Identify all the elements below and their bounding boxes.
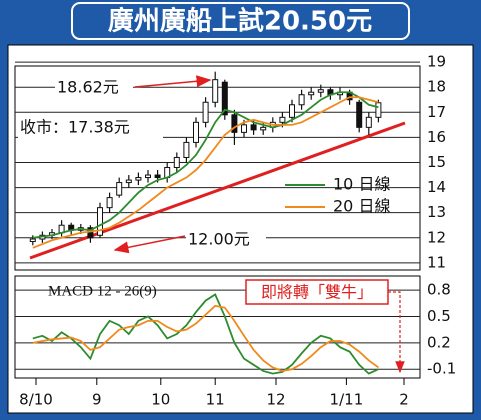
y-tick-label: 12: [427, 228, 446, 246]
y-tick-label: 13: [427, 203, 446, 221]
candle-body: [202, 101, 209, 123]
candle-body: [365, 116, 372, 128]
candle-body: [212, 79, 219, 103]
macd-title: MACD 12 - 26(9): [48, 283, 157, 299]
candle-body: [135, 177, 142, 181]
label-bg: [55, 78, 133, 98]
x-tick-label: 11: [206, 391, 225, 409]
ma-line: [32, 96, 379, 249]
candle-body: [183, 141, 190, 158]
label-bg: [186, 230, 266, 250]
x-tick-label: 1/11: [330, 391, 364, 409]
arrow: [134, 75, 212, 88]
price-panel: [14, 65, 421, 271]
y-tick-label: 19: [427, 53, 446, 71]
macd-panel: [14, 275, 421, 379]
candle-body: [106, 197, 113, 209]
y-tick-label: 11: [427, 253, 446, 271]
x-tick-label: 12: [266, 391, 285, 409]
chart-title: 廣州廣船上試20.50元: [108, 6, 372, 37]
ma-line: [32, 91, 379, 239]
ma-line: [32, 293, 379, 375]
candle-body: [87, 227, 94, 239]
y-tick-label: 15: [427, 153, 446, 171]
candle-body: [260, 126, 267, 131]
candle-body: [29, 238, 36, 243]
candle-body: [125, 179, 132, 184]
candle-body: [116, 182, 123, 196]
annotation: 18.62元: [57, 78, 119, 97]
candle-body: [375, 102, 382, 118]
candle-body: [154, 174, 161, 179]
candle-body: [279, 116, 286, 123]
callout-arrow: [388, 291, 405, 374]
y-tick-label: 0.5: [427, 307, 451, 325]
x-tick-label: 10: [151, 391, 170, 409]
candle-body: [250, 124, 257, 131]
y-tick-label: 0.8: [427, 281, 451, 299]
candle-body: [221, 81, 228, 116]
y-tick-label: 17: [427, 103, 446, 121]
candle-body: [241, 124, 247, 133]
candle-body: [145, 174, 151, 179]
ma-line: [32, 304, 379, 372]
candle-body: [231, 114, 238, 133]
candle-body: [289, 104, 295, 118]
x-tick-label: 9: [92, 391, 102, 409]
candle-body: [356, 101, 363, 128]
title-box: [71, 2, 410, 40]
y-tick-label: 18: [427, 78, 446, 96]
x-tick-label: 2: [399, 391, 409, 409]
annotation: 即將轉「雙牛」: [261, 283, 373, 302]
annotation: 12.00元: [188, 230, 250, 249]
annotation: 收市：17.38元: [20, 118, 130, 137]
candle-body: [97, 207, 103, 236]
candle-body: [308, 91, 315, 96]
candle-body: [298, 94, 305, 106]
y-tick-label: -0.1: [427, 360, 456, 378]
x-tick-label: 8/10: [19, 391, 53, 409]
y-tick-label: 16: [427, 128, 446, 146]
candle-body: [317, 89, 324, 93]
legend-label: 10 日線: [333, 175, 390, 194]
candle-body: [193, 121, 199, 143]
candle-body: [173, 156, 180, 169]
y-tick-label: 0.2: [427, 333, 451, 351]
label-bg: [18, 118, 163, 138]
legend-label: 20 日線: [333, 197, 390, 216]
y-tick-label: 14: [427, 178, 446, 196]
arrow: [113, 235, 186, 254]
